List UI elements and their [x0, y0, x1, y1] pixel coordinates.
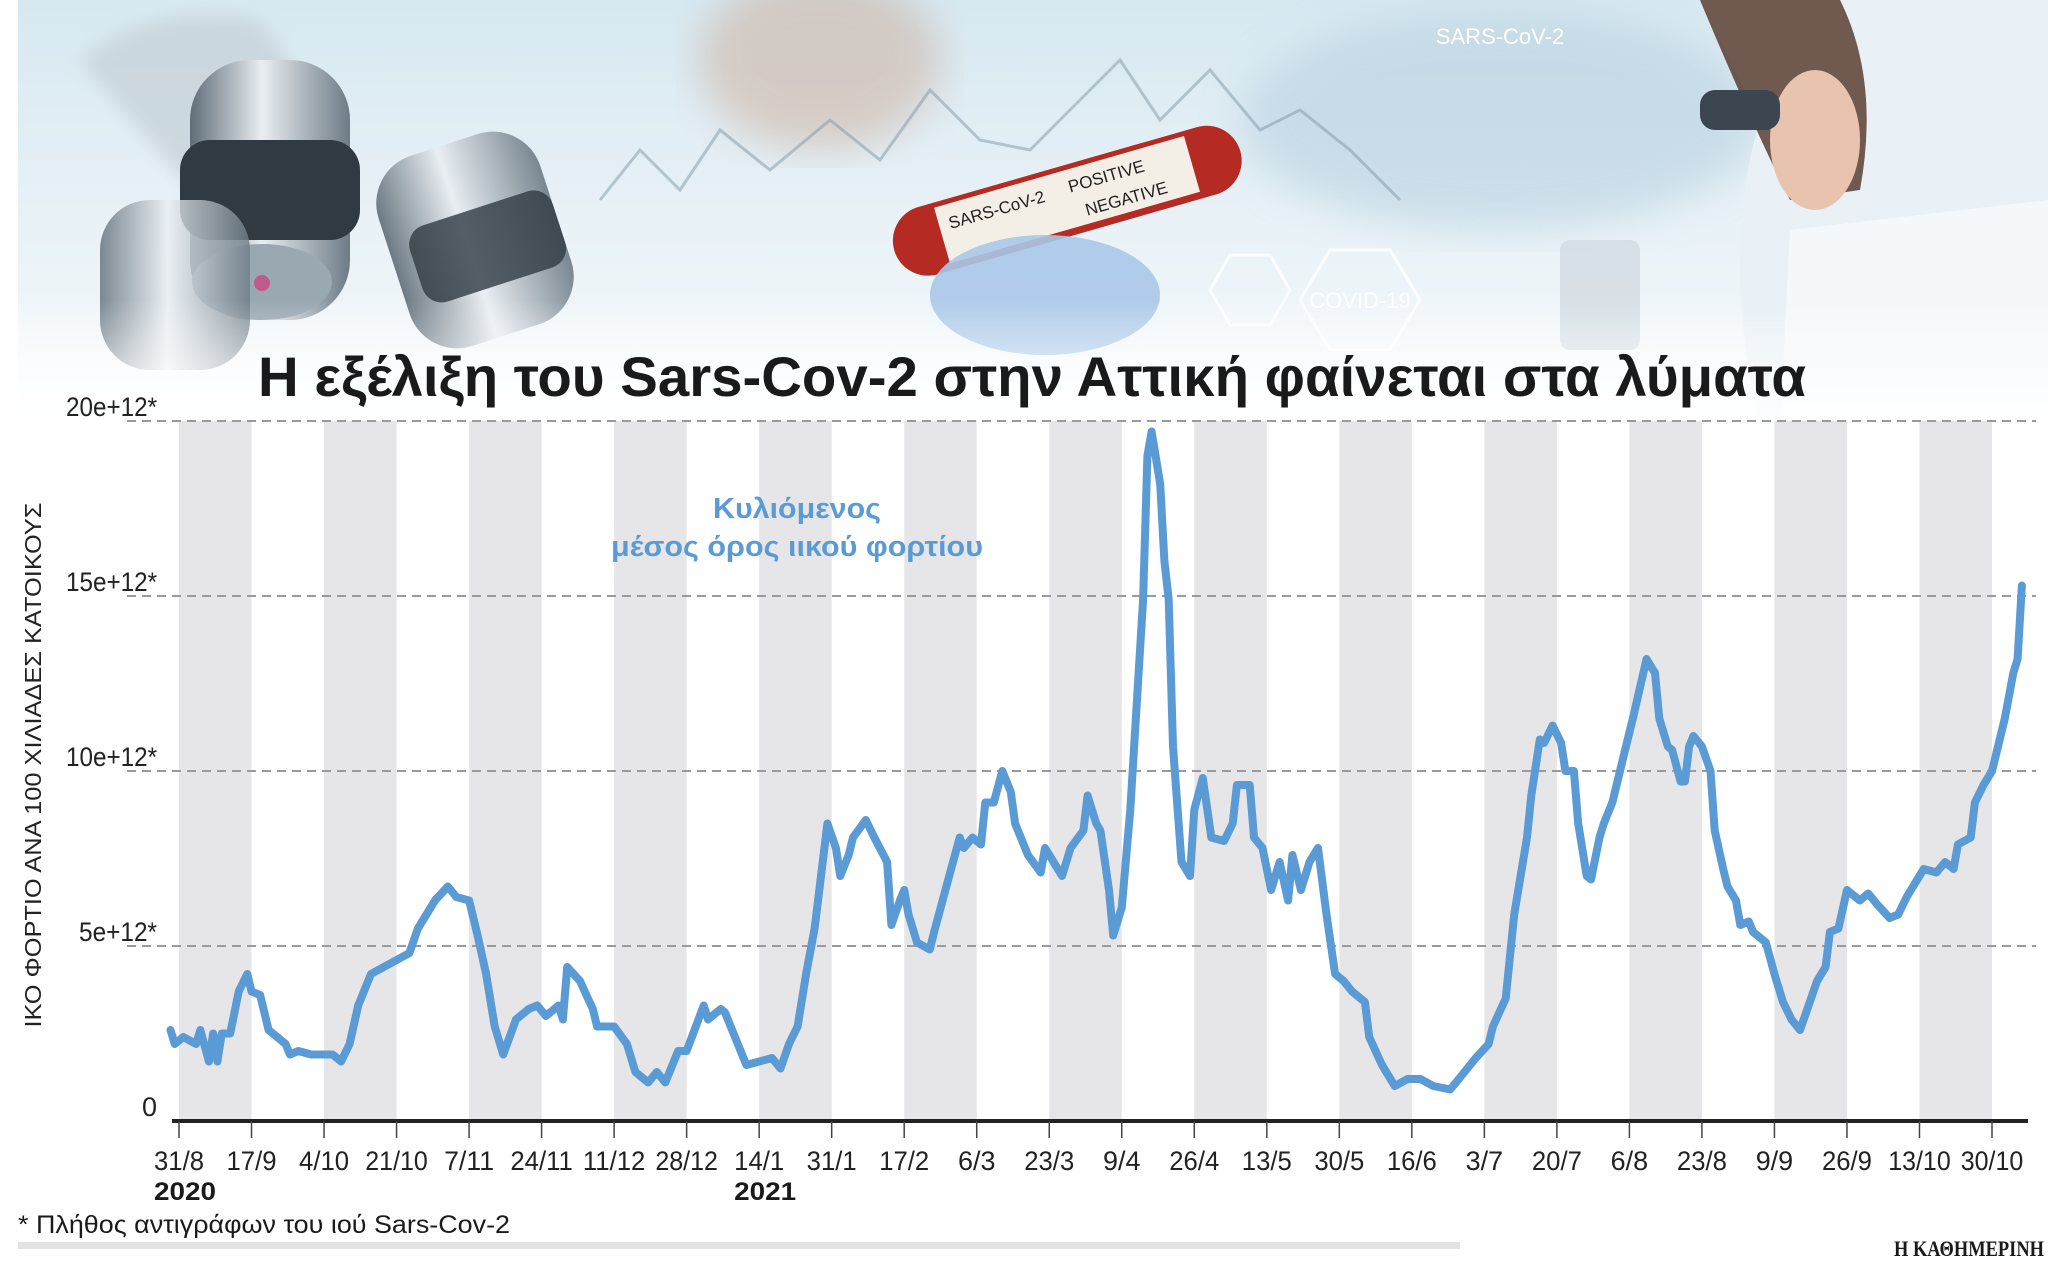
x-tick-label: 23/8: [1677, 1146, 1727, 1176]
y-axis-ticks: 0 5e+12* 10e+12* 15e+12* 20e+12*: [66, 392, 157, 1122]
x-tick-label: 6/8: [1611, 1146, 1649, 1176]
x-tick-label: 9/4: [1103, 1146, 1141, 1176]
x-tick-label: 11/12: [583, 1146, 646, 1176]
x-tick-label: 16/6: [1387, 1146, 1437, 1176]
footer-divider: [18, 1242, 1460, 1249]
x-tick-label: 14/1: [734, 1146, 784, 1176]
series-annotation-line2: μέσος όρος ιικού φορτίου: [611, 531, 983, 563]
y-tick-label: 10e+12*: [66, 742, 157, 772]
x-tick-label: 26/9: [1822, 1146, 1872, 1176]
footnote: * Πλήθος αντιγράφων του ιού Sars-Cov-2: [18, 1211, 510, 1239]
y-tick-label: 15e+12*: [66, 567, 157, 597]
x-tick-label: 4/10: [299, 1146, 349, 1176]
brand-logo: Η ΚΑΘΗΜΕΡΙΝΗ: [1894, 1236, 2044, 1261]
x-tick-label: 30/5: [1314, 1146, 1364, 1176]
x-tick-label: 21/10: [365, 1146, 428, 1176]
x-tick-label: 3/7: [1466, 1146, 1504, 1176]
y-tick-label: 20e+12*: [66, 392, 157, 422]
x-tick-label: 31/8: [154, 1146, 204, 1176]
x-tick-label: 6/3: [958, 1146, 996, 1176]
x-tick-label: 7/11: [444, 1146, 494, 1176]
year-label-2021: 2021: [734, 1178, 796, 1206]
svg-text:SARS-CoV-2: SARS-CoV-2: [1436, 24, 1564, 49]
chart-title: Η εξέλιξη του Sars-Cov-2 στην Αττική φαί…: [258, 345, 1806, 408]
series-annotation-line1: Κυλιόμενος: [713, 493, 881, 525]
x-tick-label: 9/9: [1756, 1146, 1794, 1176]
y-tick-label: 0: [142, 1092, 157, 1122]
test-tube-image: SARS-CoV-2 POSITIVE NEGATIVE: [892, 125, 1242, 276]
y-tick-label: 5e+12*: [79, 917, 157, 947]
x-tick-label: 24/11: [510, 1146, 573, 1176]
gridlines: [127, 420, 2036, 947]
x-tick-label: 31/1: [807, 1146, 857, 1176]
x-tick-label: 13/10: [1888, 1146, 1951, 1176]
x-tick-label: 26/4: [1169, 1146, 1219, 1176]
x-tick-label: 13/5: [1242, 1146, 1292, 1176]
series-line: [166, 427, 2026, 1094]
x-tick-label: 30/10: [1961, 1146, 2024, 1176]
x-tick-label: 28/12: [655, 1146, 718, 1176]
year-label-2020: 2020: [154, 1178, 216, 1206]
x-axis: 31/8 17/9 4/10 21/10 7/11 24/11 11/12 28/12 14/1…: [154, 1119, 2028, 1176]
x-tick-label: 23/3: [1024, 1146, 1074, 1176]
x-tick-label: 17/2: [879, 1146, 929, 1176]
header-photo: SARS-CoV-2 POSITIVE NEGATIVE COVID-19 SA…: [18, 0, 2048, 430]
x-tick-label: 20/7: [1532, 1146, 1582, 1176]
x-tick-label: 17/9: [227, 1146, 277, 1176]
y-axis-label: ΙΚΟ ΦΟΡΤΙΟ ΑΝΑ 100 ΧΙΛΙΑΔΕΣ ΚΑΤΟΙΚΟΥΣ: [20, 503, 46, 1028]
series-layer: [166, 427, 2026, 1094]
